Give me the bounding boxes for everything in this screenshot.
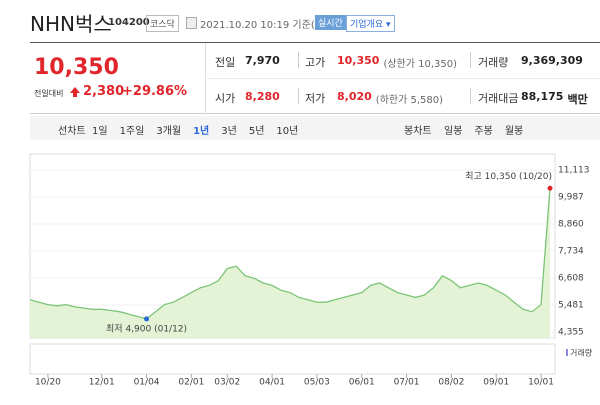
stat-label: 저가 (305, 92, 326, 105)
stat-value: 8,020 (337, 90, 372, 103)
x-tick-label: 04/01 (259, 378, 285, 388)
chart: 거래량 4,355 5,481 6,608 7,734 8,860 9,987 11,113 1… (29, 153, 593, 388)
y-tick-label: 4,355 (558, 328, 584, 338)
realtime-badge[interactable]: 실시간 (315, 15, 346, 30)
period-tab[interactable]: 1년 (193, 126, 210, 137)
area (30, 188, 550, 338)
stat-label: 거래량 (478, 56, 509, 69)
change: 2,380 (83, 84, 125, 99)
divider (298, 88, 299, 104)
market-badge: 코스닥 (146, 15, 179, 32)
stat-value: 7,970 (245, 54, 280, 67)
stat-value: 9,369,309 (521, 54, 583, 67)
volume-frame (29, 343, 556, 375)
stat-extra: (상한가 10,350) (383, 59, 458, 70)
volume-legend: 거래량 (570, 348, 593, 358)
y-tick-label: 7,734 (558, 247, 584, 257)
divider (470, 88, 471, 104)
divider (298, 52, 299, 68)
tab-label: 봉차트 (404, 126, 432, 137)
period-tab[interactable]: 10년 (276, 126, 299, 137)
x-tick-label: 06/01 (349, 378, 375, 388)
period-tab[interactable]: 3개월 (156, 126, 182, 137)
period-tab[interactable]: 5년 (248, 126, 265, 137)
stat-label: 전일 (215, 56, 236, 69)
divider (205, 78, 600, 79)
extreme-point (547, 185, 553, 191)
x-tick-label: 01/04 (134, 378, 160, 388)
divider (470, 52, 471, 68)
company-info-button[interactable]: 기업개요 ▾ (346, 15, 395, 32)
current-price: 10,350 (34, 55, 119, 80)
annotation: 최저 4,900 (01/12) (106, 323, 187, 334)
stat-value: 88,175 (521, 90, 564, 103)
period-tab[interactable]: 1일 (92, 126, 108, 137)
x-tick-label: 08/02 (438, 378, 464, 388)
x-tick-label: 12/01 (89, 378, 115, 388)
x-tick-label: 07/01 (394, 378, 420, 388)
stock-code: 104200 (108, 17, 150, 28)
y-tick-label: 6,608 (558, 273, 584, 283)
period-tab[interactable]: 1주일 (119, 126, 145, 137)
stat-value: 8,280 (245, 90, 280, 103)
timestamp: 2021.10.20 10:19 기준(장중) (200, 20, 338, 31)
change-pct: +29.86% (122, 84, 188, 99)
annotation: 최고 10,350 (10/20) (465, 171, 552, 182)
stock-name: NHN벅스 (30, 12, 112, 36)
tab-bar (30, 116, 600, 140)
change-label: 전일대비 (34, 89, 64, 98)
period-tab[interactable]: 3년 (221, 126, 237, 137)
y-tick-label: 5,481 (558, 301, 584, 311)
y-tick-label: 11,113 (558, 166, 590, 176)
line (29, 188, 551, 320)
x-tick-label: 02/01 (178, 378, 204, 388)
y-tick-label: 9,987 (558, 192, 584, 202)
tab-label: 선차트 (58, 126, 86, 137)
stat-label: 시가 (215, 92, 236, 105)
divider (30, 113, 600, 114)
divider (30, 42, 600, 43)
candle-tab[interactable]: 월봉 (504, 126, 524, 137)
extreme-point (144, 316, 150, 322)
legend-swatch (566, 349, 568, 356)
y-tick-label: 8,860 (558, 220, 584, 230)
stat-extra: 백만 (567, 93, 588, 106)
stat-label: 고가 (305, 56, 326, 69)
x-tick-label: 10/01 (528, 378, 554, 388)
up-arrow (70, 87, 80, 97)
calendar-icon (186, 17, 197, 29)
x-tick-label: 03/02 (214, 378, 240, 388)
x-tick-label: 05/03 (304, 378, 330, 388)
candle-tab[interactable]: 주봉 (474, 126, 493, 137)
stat-value: 10,350 (337, 54, 380, 67)
stat-extra: (하한가 5,580) (375, 95, 444, 106)
stat-label: 거래대금 (478, 92, 519, 105)
x-tick-label: 10/20 (35, 378, 61, 388)
x-tick-label: 09/01 (483, 378, 509, 388)
candle-tab[interactable]: 일봉 (444, 126, 463, 137)
